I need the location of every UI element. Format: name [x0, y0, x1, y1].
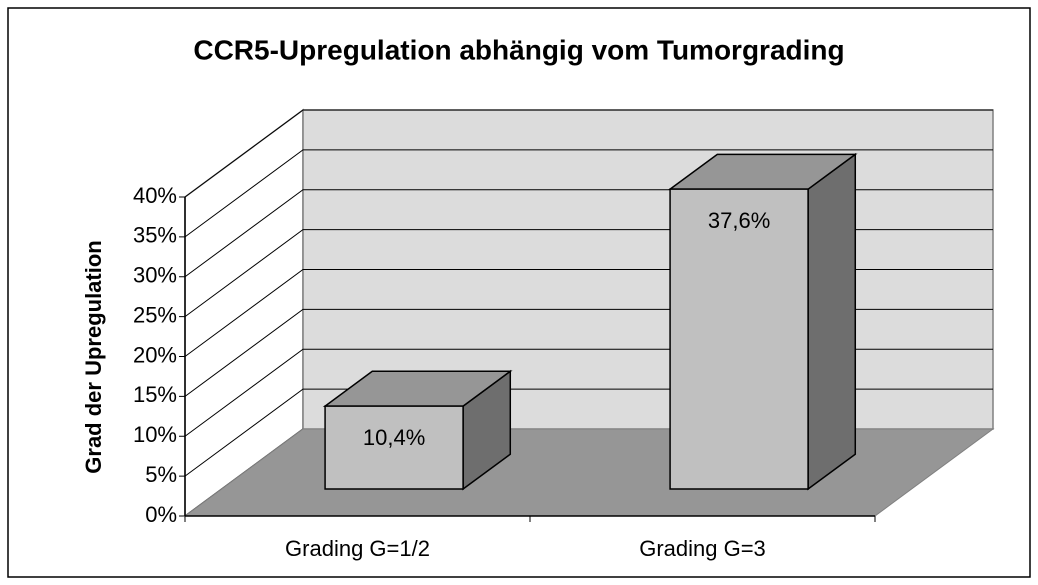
floor — [183, 428, 995, 517]
y-tick-label: 0% — [145, 502, 177, 527]
x-tick-label: Grading G=3 — [639, 536, 766, 561]
value-label: 10,4% — [363, 425, 425, 450]
y-tick-label: 30% — [133, 263, 177, 288]
y-tick-label: 10% — [133, 422, 177, 447]
y-tick-label: 20% — [133, 342, 177, 367]
grid-line — [184, 109, 993, 198]
y-tick-label: 40% — [133, 183, 177, 208]
y-tick-label: 5% — [145, 462, 177, 487]
chart-title: CCR5-Upregulation abhängig vom Tumorgrad… — [193, 34, 844, 65]
grid-line — [184, 149, 993, 238]
x-tick-label: Grading G=1/2 — [285, 536, 430, 561]
y-axis-label: Grad der Upregulation — [81, 240, 106, 473]
bar-side — [807, 152, 857, 491]
bar-front — [324, 405, 464, 490]
y-tick-label: 35% — [133, 223, 177, 248]
bar-front — [669, 188, 809, 490]
value-label: 37,6% — [708, 208, 770, 233]
y-tick-label: 15% — [133, 382, 177, 407]
y-tick-label: 25% — [133, 302, 177, 327]
